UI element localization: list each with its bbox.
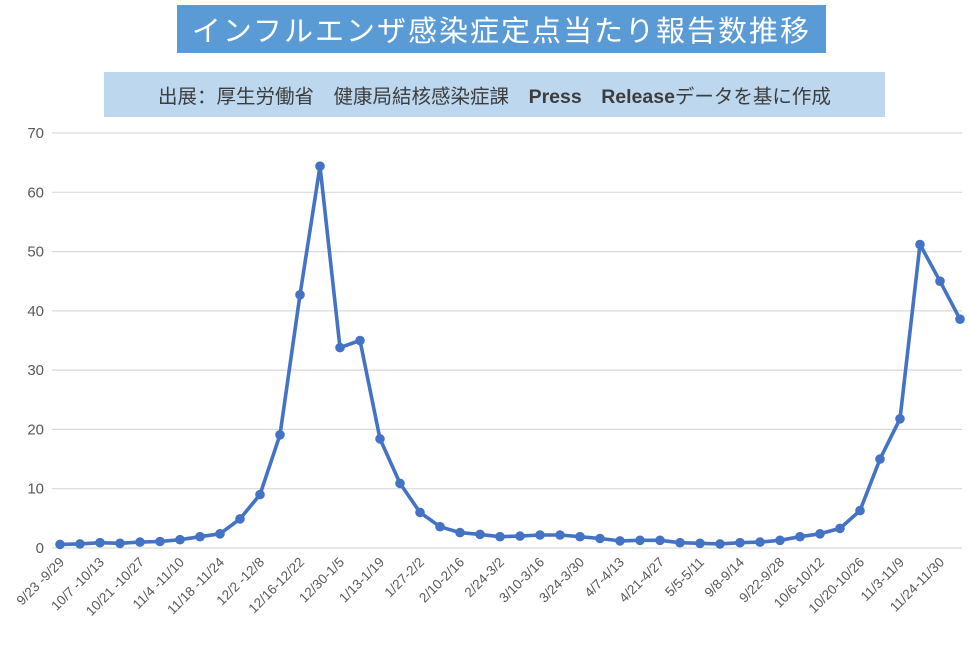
y-tick-label: 30	[27, 362, 44, 379]
data-point	[475, 529, 485, 540]
x-tick-label: 5/5-5/11	[662, 555, 707, 600]
source-note-press-release: Press Release	[528, 86, 675, 108]
data-point	[675, 537, 685, 548]
data-point	[895, 414, 905, 424]
data-point	[755, 537, 765, 547]
data-point	[595, 533, 605, 544]
data-point	[495, 531, 505, 542]
data-point	[435, 521, 445, 532]
data-markers	[55, 161, 965, 550]
data-point	[915, 239, 925, 250]
y-axis-labels: 0 10 20 30 40 50 60 70	[27, 125, 44, 557]
data-point	[775, 535, 785, 546]
data-point	[655, 535, 665, 546]
data-point	[315, 161, 325, 171]
chart-title-banner: インフルエンザ感染症定点当たり報告数推移	[177, 5, 826, 53]
y-tick-label: 20	[27, 421, 44, 438]
data-point	[795, 531, 805, 542]
data-point	[255, 489, 265, 500]
data-point	[555, 530, 565, 540]
data-point	[815, 529, 825, 539]
data-point	[875, 454, 885, 464]
data-point	[175, 534, 185, 545]
y-tick-label: 60	[27, 184, 44, 201]
data-point	[575, 531, 585, 542]
data-point	[715, 539, 725, 549]
data-point	[955, 314, 965, 324]
data-point	[835, 523, 845, 534]
data-point	[375, 434, 385, 444]
y-tick-label: 40	[27, 303, 44, 320]
data-point	[395, 478, 405, 489]
data-point	[95, 537, 105, 548]
y-tick-label: 10	[27, 481, 44, 498]
data-point	[335, 342, 345, 353]
data-point	[615, 536, 625, 546]
data-point	[735, 537, 745, 548]
source-note-prefix: 出展：厚生労働省 健康局結核感染症課	[158, 86, 529, 108]
data-point	[215, 529, 225, 539]
data-point	[275, 430, 285, 440]
y-tick-label: 70	[27, 125, 44, 142]
y-tick-label: 0	[36, 540, 44, 557]
data-point	[135, 537, 145, 547]
data-point	[695, 538, 705, 549]
data-point	[115, 538, 125, 549]
data-point	[855, 505, 865, 516]
data-point	[535, 530, 545, 540]
data-point	[75, 539, 85, 549]
data-point	[455, 527, 465, 538]
y-tick-label: 50	[27, 244, 44, 261]
gridlines	[52, 132, 962, 549]
data-point	[415, 507, 425, 518]
data-point	[935, 276, 945, 286]
data-point	[155, 536, 165, 547]
data-point	[195, 531, 205, 542]
chart-area: 0 10 20 30 40 50 60 70 9/23 -9/29 10/7 -10/13 10/2…	[0, 120, 970, 652]
source-note-banner: 出展：厚生労働省 健康局結核感染症課 Press Release データを基に作成	[104, 72, 885, 117]
page-title: インフルエンザ感染症定点当たり報告数推移	[191, 16, 812, 48]
source-note-suffix: データを基に作成	[674, 86, 831, 108]
data-point	[355, 335, 365, 346]
data-point	[295, 290, 305, 300]
data-point	[55, 539, 65, 550]
data-point	[235, 514, 245, 524]
data-point	[515, 531, 525, 541]
data-point	[635, 535, 645, 546]
data-line	[58, 164, 962, 547]
